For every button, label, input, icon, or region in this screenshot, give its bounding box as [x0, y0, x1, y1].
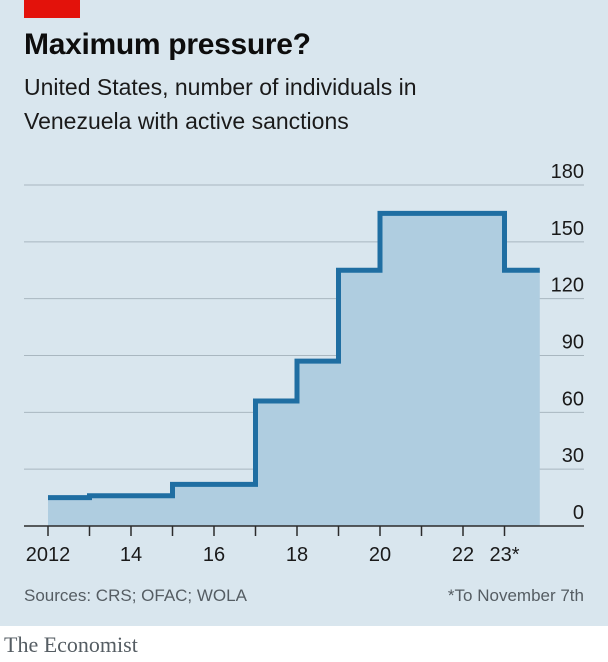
x-tick-label-20: 20 [369, 544, 391, 566]
x-tick-label-22: 22 [452, 544, 474, 566]
y-axis-labels: 0 30 60 90 120 150 180 [551, 161, 584, 524]
x-tick-label-23*: 23* [489, 544, 519, 566]
y-tick-label-120: 120 [551, 275, 584, 297]
x-tick-label-18: 18 [286, 544, 308, 566]
chart-subtitle: United States, number of individuals in … [24, 74, 417, 134]
source-note: Sources: CRS; OFAC; WOLA [24, 586, 247, 605]
brand-logo-text: The Economist [4, 632, 138, 657]
y-tick-label-90: 90 [562, 332, 584, 354]
step-area-chart: 0 30 60 90 120 150 180 2012 14 16 18 20 22 23* [24, 161, 584, 566]
x-axis-ticks [47, 526, 506, 536]
x-tick-label-16: 16 [203, 544, 225, 566]
x-tick-label-2012: 2012 [26, 544, 71, 566]
y-tick-label-0: 0 [573, 502, 584, 524]
x-axis-labels: 2012 14 16 18 20 22 23* [26, 544, 520, 566]
y-tick-label-180: 180 [551, 161, 584, 183]
y-tick-label-30: 30 [562, 445, 584, 467]
footnote: *To November 7th [447, 586, 584, 605]
brand-strip [0, 626, 608, 662]
brand-red-tag [24, 0, 80, 18]
y-tick-label-60: 60 [562, 388, 584, 410]
chart-title: Maximum pressure? [24, 28, 311, 61]
step-line [48, 210, 540, 501]
y-tick-label-150: 150 [551, 218, 584, 240]
x-tick-label-14: 14 [120, 544, 142, 566]
area-fill [48, 213, 540, 526]
